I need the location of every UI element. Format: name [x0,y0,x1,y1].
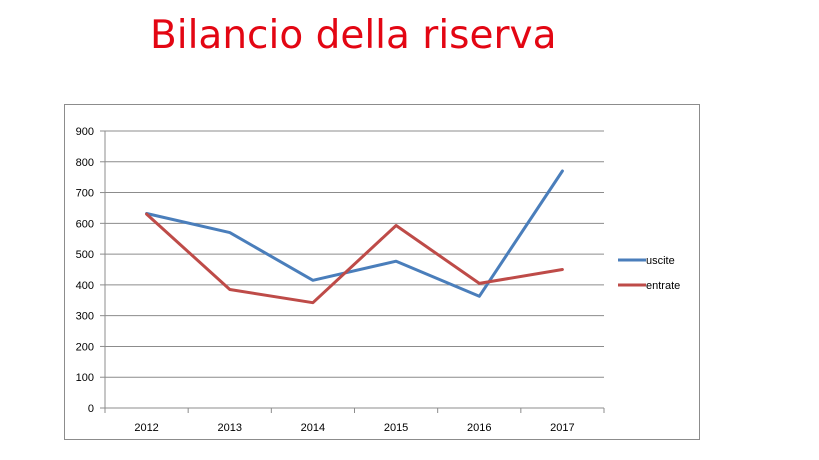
y-tick-label: 500 [76,249,94,261]
series-line-uscite [145,169,564,298]
x-tick-label: 2013 [218,422,242,434]
x-tick-label: 2015 [384,422,408,434]
y-tick-label: 800 [76,157,94,169]
y-tick-label: 900 [76,126,94,138]
y-tick-label: 600 [76,218,94,230]
gridlines [105,130,604,378]
page-title: Bilancio della riserva [150,13,557,58]
y-tick-label: 300 [76,311,94,323]
x-tick-label: 2014 [301,422,325,434]
y-tick-label: 400 [76,280,94,292]
y-tick-label: 700 [76,188,94,200]
legend-label-entrate: entrate [646,280,680,292]
y-tick-label: 0 [88,403,94,415]
series-lines [145,169,564,305]
x-tick-label: 2012 [134,422,158,434]
y-tick-labels: 0 100 200 300 400 500 600 700 800 900 [76,126,94,415]
series-line-entrate [145,212,564,305]
legend: uscite entrate [618,255,680,292]
legend-label-uscite: uscite [646,255,675,267]
y-tick-label: 100 [76,372,94,384]
x-tick-label: 2017 [550,422,574,434]
y-tick-label: 200 [76,341,94,353]
chart-frame [64,104,700,440]
axes [100,130,605,413]
x-tick-label: 2016 [467,422,491,434]
x-tick-labels: 2012 2013 2014 2015 2016 2017 [134,422,574,434]
